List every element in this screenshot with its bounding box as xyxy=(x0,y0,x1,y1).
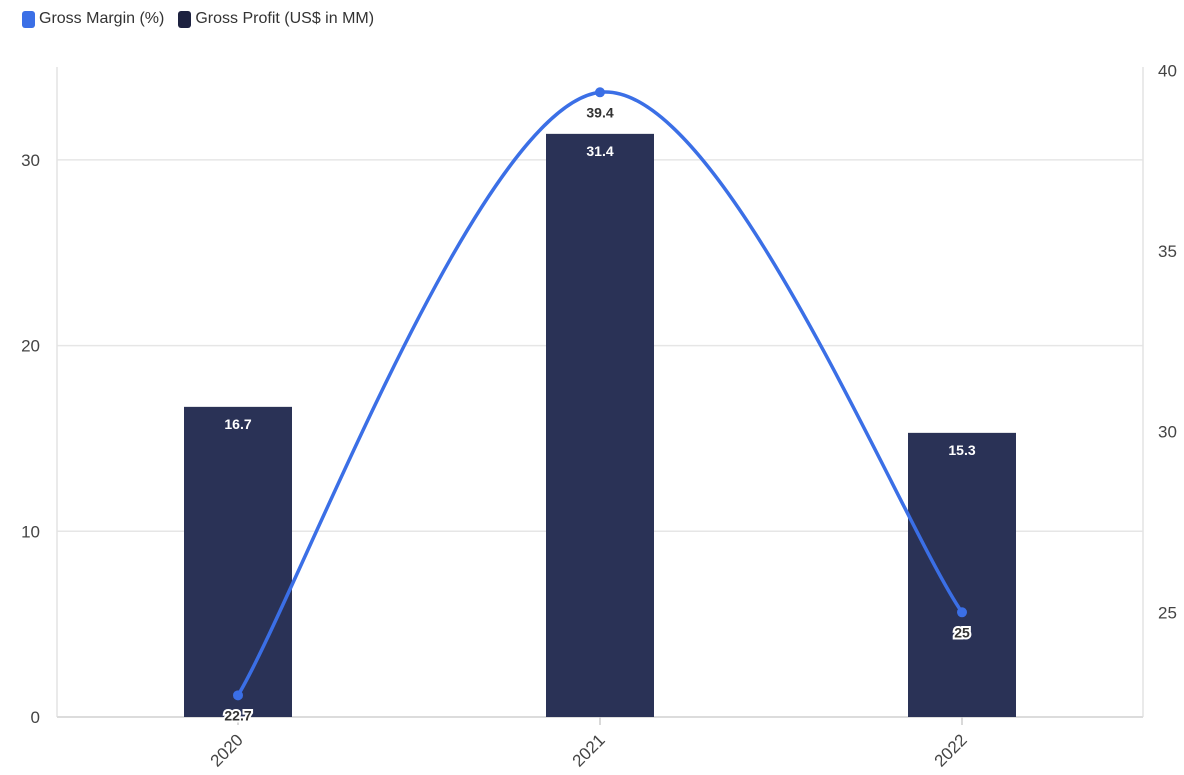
x-axis-tick-label: 2022 xyxy=(931,730,971,770)
line-data-label-halo: 25 xyxy=(954,624,970,640)
bar-data-label: 31.4 xyxy=(586,143,613,159)
legend: Gross Margin (%) Gross Profit (US$ in MM… xyxy=(22,10,374,28)
right-axis-tick-label: 35 xyxy=(1158,242,1177,261)
left-axis-tick-label: 0 xyxy=(31,708,40,727)
bar-data-label: 16.7 xyxy=(224,416,251,432)
gross-margin-swatch xyxy=(22,10,35,28)
bar-gross-profit xyxy=(908,432,1016,717)
line-data-label: 39.4 xyxy=(586,104,613,120)
legend-label-gross-profit: Gross Profit (US$ in MM) xyxy=(195,10,375,27)
line-point-gross-margin xyxy=(233,690,243,701)
x-axis-tick-label: 2021 xyxy=(569,730,609,770)
left-axis-tick-label: 30 xyxy=(21,151,40,170)
left-axis-tick-label: 20 xyxy=(21,337,40,356)
right-axis-tick-label: 40 xyxy=(1158,62,1177,81)
line-data-label-halo: 39.4 xyxy=(586,104,613,120)
x-axis-tick-label: 2020 xyxy=(207,730,247,770)
line-data-label-halo: 22.7 xyxy=(224,707,251,723)
line-point-gross-margin xyxy=(957,607,967,618)
legend-label-gross-margin: Gross Margin (%) xyxy=(39,10,165,27)
bar-data-label: 15.3 xyxy=(948,442,975,458)
legend-item-gross-margin[interactable]: Gross Margin (%) xyxy=(22,10,164,28)
line-point-gross-margin xyxy=(595,87,605,98)
left-axis-tick-label: 10 xyxy=(21,522,40,541)
legend-item-gross-profit[interactable]: Gross Profit (US$ in MM) xyxy=(178,10,374,28)
bar-gross-profit xyxy=(546,133,654,717)
right-axis-tick-label: 25 xyxy=(1158,603,1177,622)
right-axis-tick-label: 30 xyxy=(1158,423,1177,442)
line-data-label: 22.7 xyxy=(224,707,251,723)
line-data-label: 25 xyxy=(954,624,970,640)
gross-profit-swatch xyxy=(178,10,192,28)
bar-gross-profit xyxy=(184,406,292,717)
